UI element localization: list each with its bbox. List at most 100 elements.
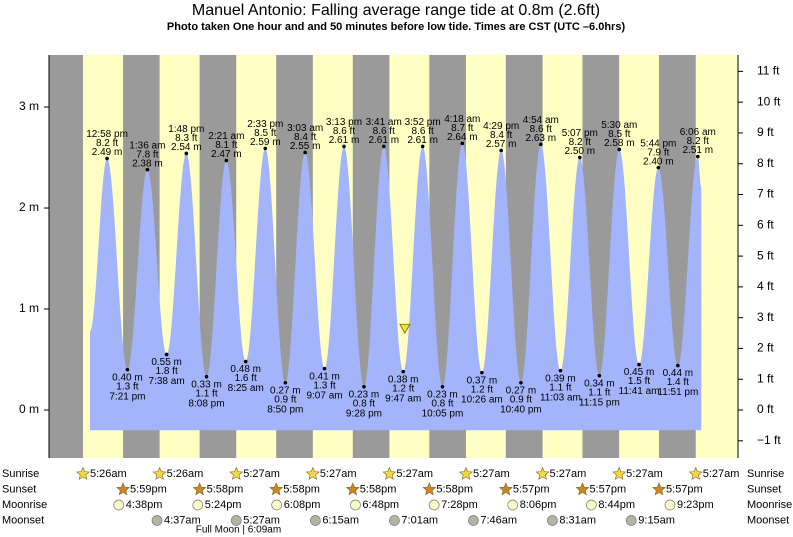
extreme-dot xyxy=(164,352,169,357)
extreme-label: 8.7 ft xyxy=(451,123,473,134)
row-icon xyxy=(345,482,360,496)
extreme-label: 10:40 pm xyxy=(500,404,542,415)
extreme-label: 2.40 m xyxy=(643,156,674,167)
extreme-label: 7.8 ft xyxy=(136,149,158,160)
extreme-label: 2:33 pm xyxy=(247,119,283,130)
extreme-dot xyxy=(420,144,425,149)
row-time: 5:58pm xyxy=(436,483,473,495)
extreme-label: 8.3 ft xyxy=(175,133,197,144)
extreme-label: 2.50 m xyxy=(565,146,596,157)
row-icon xyxy=(152,466,167,480)
row-icon xyxy=(428,499,440,511)
extreme-dot xyxy=(440,384,445,389)
extreme-label: 2.54 m xyxy=(171,142,202,153)
extreme-dot xyxy=(184,151,189,156)
row-label: Sunrise xyxy=(747,468,784,480)
extreme-label: 1.3 ft xyxy=(313,380,335,391)
extreme-dot xyxy=(224,158,229,163)
y-tick-label: 1 m xyxy=(19,301,39,315)
row-time: 5:27am xyxy=(626,468,663,480)
y2-tick-label: 7 ft xyxy=(757,187,774,201)
extreme-label: 2.38 m xyxy=(132,158,163,169)
extreme-label: 1.1 ft xyxy=(195,388,217,399)
extreme-label: 0.48 m xyxy=(230,364,261,375)
extreme-dot xyxy=(695,154,700,159)
row-time: 5:27am xyxy=(243,468,280,480)
row-time: 8:06pm xyxy=(520,499,557,511)
extreme-label: 8.2 ft xyxy=(687,136,709,147)
row-time: 5:27am xyxy=(703,468,740,480)
y2-tick-label: 1 ft xyxy=(757,371,774,385)
extreme-label: 0.45 m xyxy=(624,367,655,378)
row-time: 5:58pm xyxy=(283,483,320,495)
row-icon xyxy=(116,482,130,496)
row-time: 5:27am xyxy=(243,514,280,526)
extreme-label: 2.63 m xyxy=(526,133,557,144)
extreme-label: 1:36 am xyxy=(129,140,165,151)
y2-tick-label: 0 ft xyxy=(757,402,774,416)
extreme-label: 4:18 am xyxy=(444,114,480,125)
row-time: 5:27am xyxy=(550,468,587,480)
y2-tick-label: 5 ft xyxy=(757,248,774,262)
row-icon xyxy=(305,466,320,480)
extreme-label: 0.23 m xyxy=(427,389,458,400)
row-time: 5:57pm xyxy=(666,483,703,495)
row-icon xyxy=(547,515,558,526)
extreme-label: 0.33 m xyxy=(191,379,222,390)
row-icon xyxy=(76,466,90,480)
y2-tick-label: 11 ft xyxy=(757,64,780,78)
y-tick-label: 2 m xyxy=(19,200,39,214)
row-label: Sunset xyxy=(2,483,36,495)
extreme-label: 2.49 m xyxy=(92,147,123,158)
extreme-dot xyxy=(125,367,130,372)
row-icon xyxy=(575,482,590,496)
extreme-dot xyxy=(656,165,661,170)
extreme-label: 0.8 ft xyxy=(431,398,453,409)
row-icon xyxy=(498,482,513,496)
extreme-label: 1.4 ft xyxy=(667,377,689,388)
row-icon xyxy=(310,515,321,526)
row-time: 5:26am xyxy=(90,468,127,480)
extreme-label: 8.6 ft xyxy=(373,126,395,137)
row-time: 7:46am xyxy=(480,514,517,526)
extreme-dot xyxy=(303,150,307,155)
extreme-label: 8.5 ft xyxy=(608,129,630,140)
row-icon xyxy=(585,499,597,511)
row-icon xyxy=(192,499,204,511)
row-icon xyxy=(113,499,125,511)
row-icon xyxy=(664,499,676,511)
row-label: Sunrise xyxy=(2,468,39,480)
extreme-dot xyxy=(539,142,543,147)
y2-tick-label: 8 ft xyxy=(757,156,774,170)
row-time: 4:37am xyxy=(164,514,201,526)
extreme-label: 4:54 am xyxy=(523,115,559,126)
extreme-label: 8.6 ft xyxy=(333,126,355,137)
row-time: 6:08pm xyxy=(284,499,321,511)
row-icon xyxy=(389,515,400,526)
extreme-label: 3:52 pm xyxy=(405,117,441,128)
row-icon xyxy=(382,466,397,480)
y2-tick-label: 2 ft xyxy=(757,341,774,355)
row-icon xyxy=(612,466,627,480)
extreme-label: 0.23 m xyxy=(349,389,380,400)
photo-marker xyxy=(399,323,411,335)
row-icon xyxy=(422,482,437,496)
extreme-label: 3:13 pm xyxy=(326,117,362,128)
extreme-label: 2.61 m xyxy=(407,135,438,146)
row-time: 8:31am xyxy=(559,514,596,526)
y2-tick-label: 3 ft xyxy=(757,310,774,324)
extreme-dot xyxy=(263,146,268,151)
extreme-label: 2.61 m xyxy=(329,135,360,146)
extreme-dot xyxy=(204,374,209,379)
extreme-label: 10:26 am xyxy=(461,394,503,405)
row-icon xyxy=(468,515,479,526)
extreme-label: 0.27 m xyxy=(506,385,537,396)
extreme-label: 8.4 ft xyxy=(294,132,316,143)
extreme-dot xyxy=(499,148,503,153)
row-label: Moonrise xyxy=(2,499,47,511)
y2-tick-label: 10 ft xyxy=(757,94,781,108)
row-icon xyxy=(192,482,207,496)
extreme-label: 0.9 ft xyxy=(510,394,532,405)
extreme-label: 3:03 am xyxy=(287,123,323,134)
extreme-dot xyxy=(460,141,465,146)
